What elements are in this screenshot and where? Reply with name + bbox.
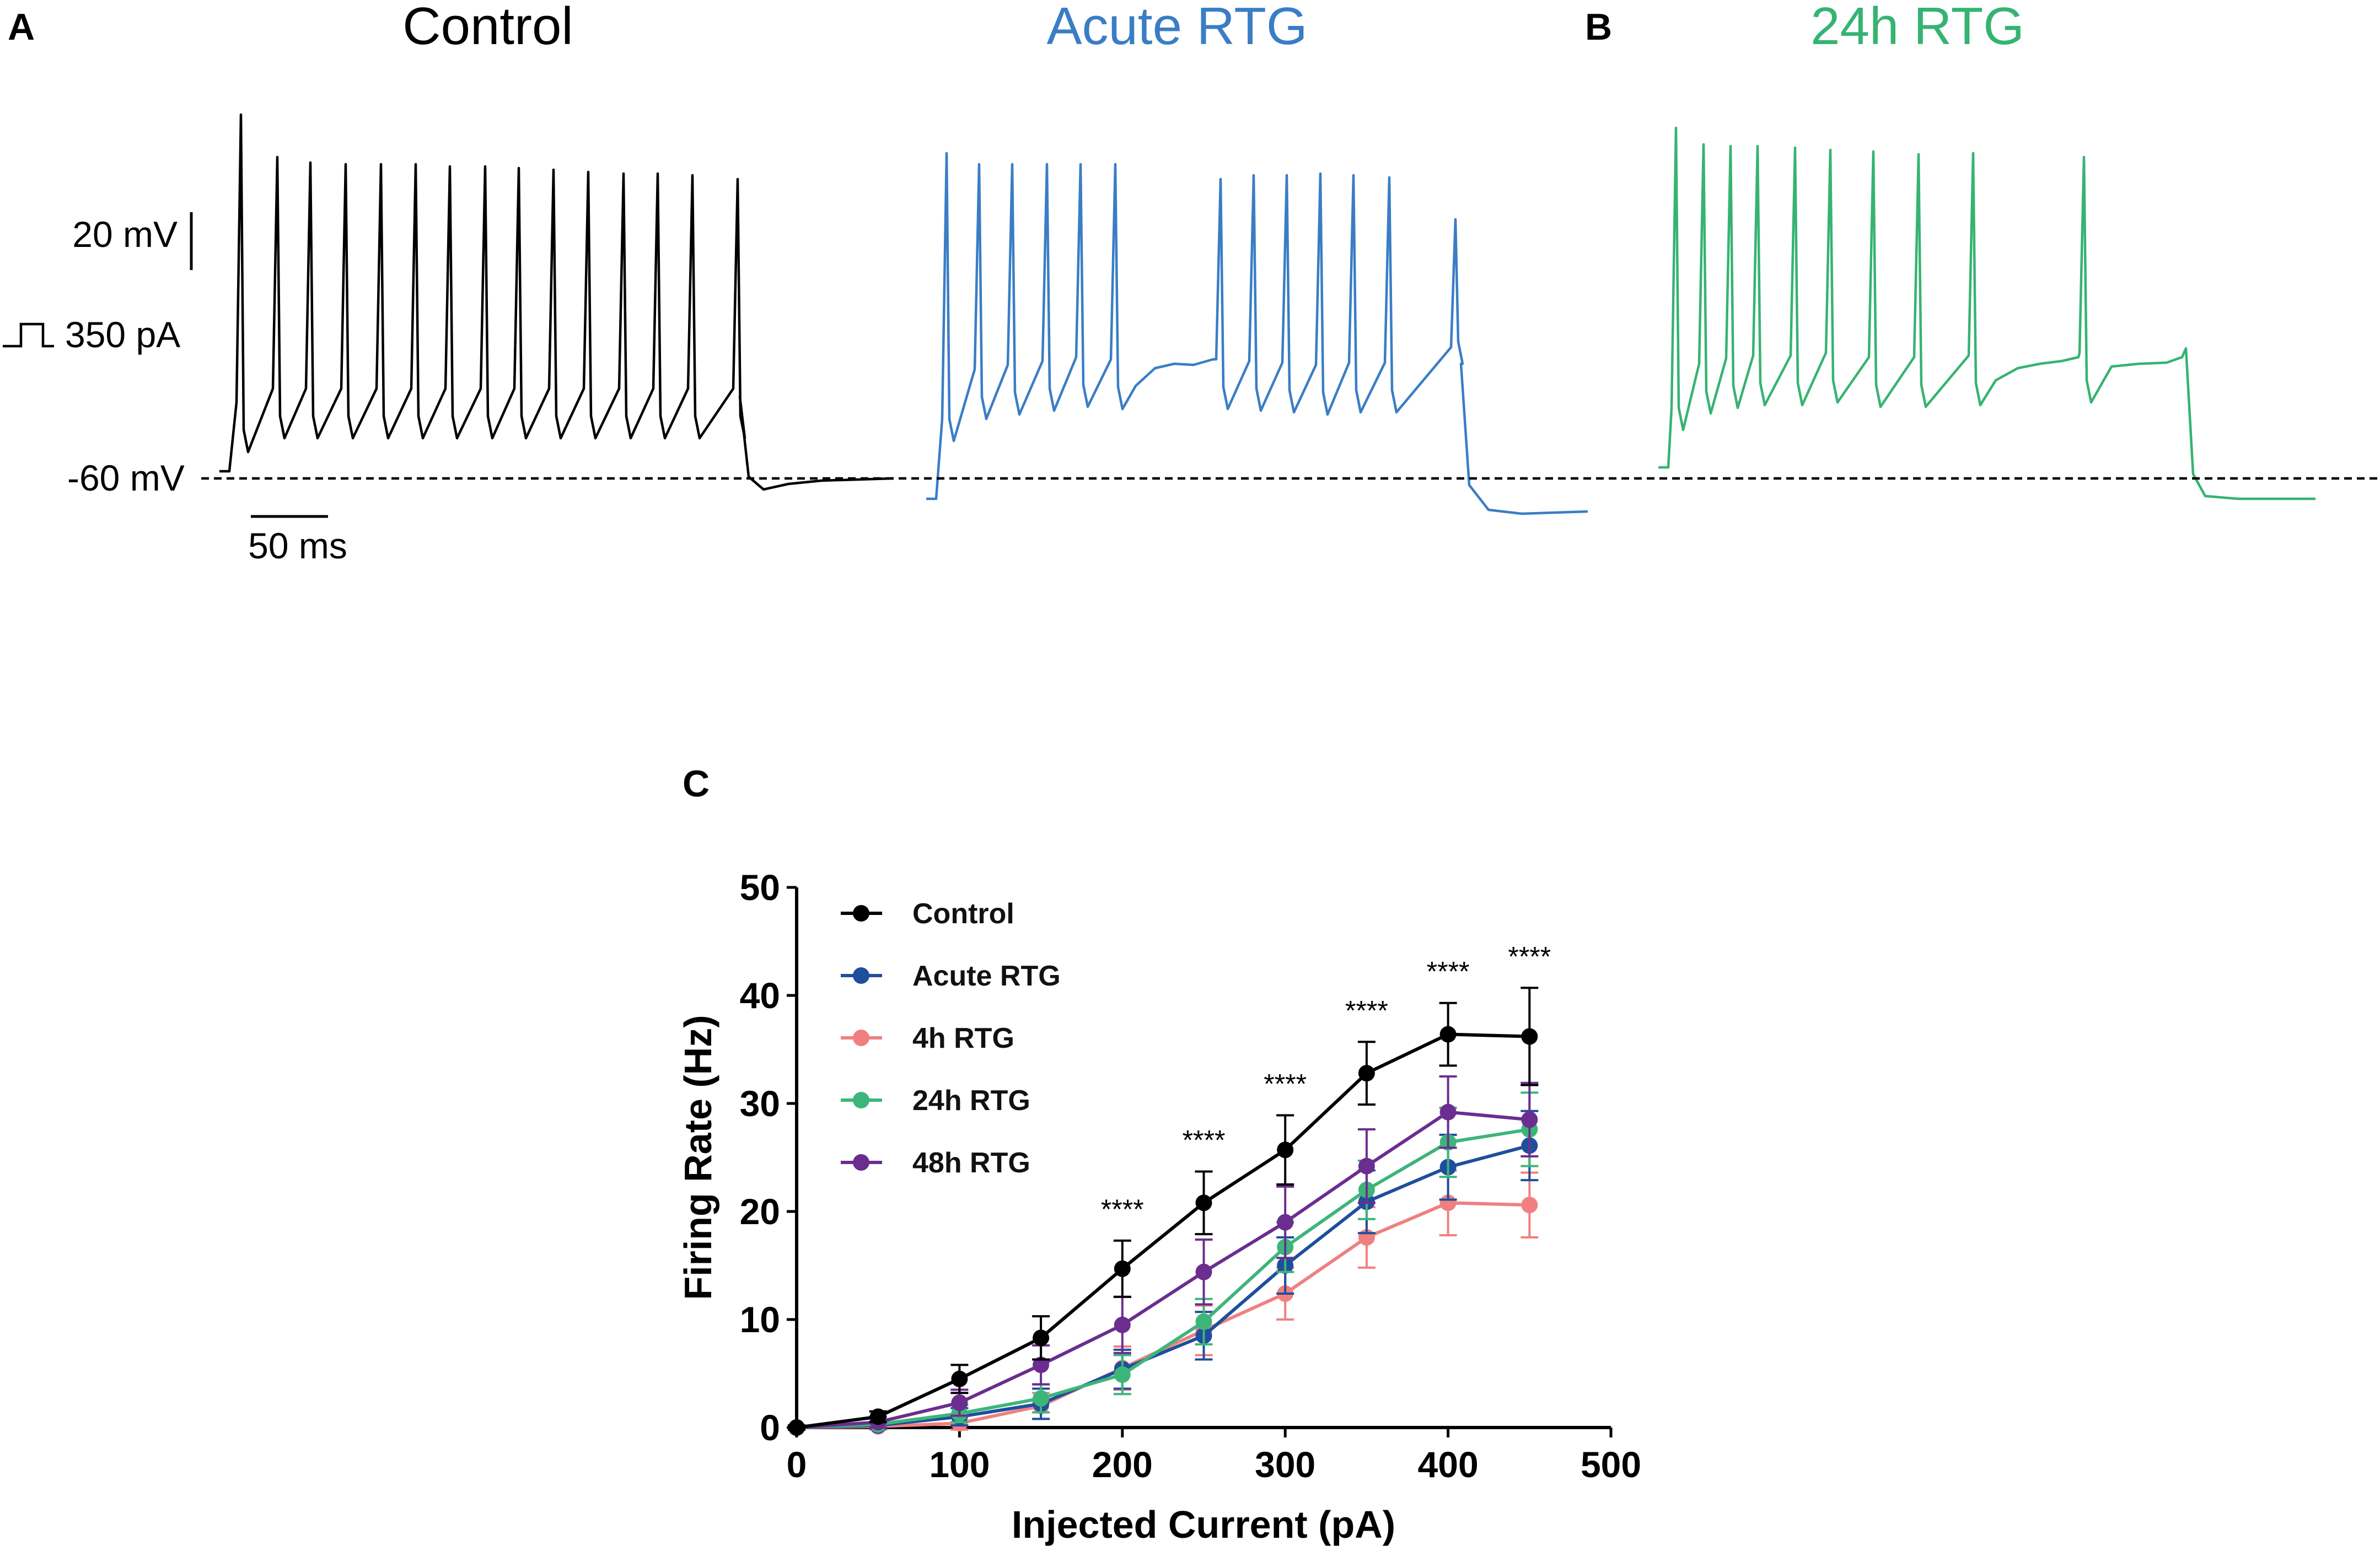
series-4h-rtg: [788, 1169, 1539, 1436]
baseline-label: -60 mV: [67, 457, 185, 498]
series-control: [788, 987, 1539, 1436]
significance-marker: ****: [1264, 1069, 1307, 1100]
x-tick-label: 0: [787, 1444, 807, 1485]
y-tick-label: 30: [740, 1083, 780, 1124]
legend-item: Control: [841, 898, 1014, 930]
legend-marker: [853, 905, 869, 922]
legend: Control Acute RTG 4h RTG 24h RTG 48h RTG: [841, 898, 1061, 1179]
trace-title-24h-rtg: 24h RTG: [1810, 0, 2024, 56]
x-ticks: 0 100 200 300 400 500: [787, 1428, 1641, 1485]
series-line: [796, 1032, 1530, 1429]
legend-marker: [853, 1154, 869, 1171]
panel-letter-a: A: [8, 6, 35, 48]
legend-marker: [853, 1092, 869, 1108]
panel-letter-c: C: [683, 763, 710, 805]
x-axis-label: Injected Current (pA): [1012, 1503, 1395, 1546]
y-tick-label: 20: [740, 1191, 780, 1232]
voltage-scale-label: 20 mV: [72, 214, 178, 255]
series-line: [796, 1110, 1530, 1429]
legend-item: 48h RTG: [841, 1147, 1030, 1179]
series-line: [796, 1128, 1530, 1429]
x-tick-label: 400: [1418, 1444, 1479, 1485]
x-tick-label: 200: [1092, 1444, 1153, 1485]
data-point: [1521, 1111, 1538, 1128]
series-line: [796, 1144, 1530, 1429]
panel-letter-b: B: [1585, 6, 1612, 48]
data-point: [1277, 1214, 1294, 1231]
series-acute-rtg: [788, 1110, 1539, 1436]
legend-marker: [853, 967, 869, 984]
data-point: [788, 1419, 805, 1436]
data-point: [1114, 1316, 1131, 1333]
data-point: [1521, 1197, 1538, 1214]
series-24h-rtg: [788, 1091, 1539, 1436]
significance-marker: ****: [1183, 1124, 1226, 1155]
legend-item: 4h RTG: [841, 1022, 1014, 1054]
data-point: [1114, 1260, 1131, 1277]
legend-item: 24h RTG: [841, 1085, 1030, 1117]
legend-label: 4h RTG: [912, 1022, 1014, 1054]
data-point: [1195, 1194, 1212, 1211]
legend-item: Acute RTG: [841, 960, 1061, 992]
trace-24h-rtg: [1658, 126, 2315, 500]
stimulus-step-icon: [3, 322, 54, 348]
data-point: [951, 1394, 968, 1411]
x-tick-label: 100: [929, 1444, 990, 1485]
significance-marker: ****: [1427, 956, 1470, 987]
y-tick-label: 10: [740, 1299, 780, 1340]
data-point: [1195, 1313, 1212, 1330]
legend-label: Control: [912, 898, 1014, 930]
y-tick-label: 40: [740, 975, 780, 1016]
data-point: [1033, 1390, 1050, 1407]
data-point: [1195, 1263, 1212, 1280]
y-ticks: 0 10 20 30 40 50: [740, 867, 797, 1448]
data-point: [1358, 1157, 1375, 1175]
y-tick-label: 0: [760, 1407, 780, 1448]
stimulus-label: 350 pA: [65, 314, 180, 355]
trace-title-control: Control: [402, 0, 573, 56]
x-tick-label: 500: [1581, 1444, 1641, 1485]
trace-control: [219, 113, 894, 491]
y-axis-label: Firing Rate (Hz): [676, 1015, 719, 1300]
data-point: [869, 1408, 887, 1425]
data-point: [1033, 1356, 1050, 1374]
data-point: [1358, 1065, 1375, 1082]
firing-rate-chart: 0 10 20 30 40 50 0 100 200 300 400 500 Injected Cu…: [676, 867, 1641, 1546]
significance-marker: ****: [1508, 941, 1551, 972]
data-point: [1277, 1141, 1294, 1159]
series-layer: [788, 987, 1539, 1436]
significance-layer: **** **** **** **** **** ****: [1101, 941, 1551, 1225]
legend-label: 24h RTG: [912, 1085, 1030, 1117]
time-scale-label: 50 ms: [248, 525, 347, 566]
legend-label: 48h RTG: [912, 1147, 1030, 1179]
y-tick-label: 50: [740, 867, 780, 908]
data-point: [1439, 1103, 1457, 1121]
data-point: [1521, 1028, 1538, 1045]
x-tick-label: 300: [1255, 1444, 1315, 1485]
significance-marker: ****: [1101, 1194, 1144, 1225]
data-point: [951, 1370, 968, 1387]
significance-marker: ****: [1345, 995, 1388, 1026]
data-point: [1033, 1329, 1050, 1347]
series-48h-rtg: [788, 1075, 1539, 1436]
trace-title-acute-rtg: Acute RTG: [1046, 0, 1307, 56]
legend-label: Acute RTG: [912, 960, 1061, 992]
data-point: [1439, 1026, 1457, 1043]
data-point: [1114, 1366, 1131, 1383]
legend-marker: [853, 1030, 869, 1046]
trace-acute-rtg: [926, 152, 1588, 515]
